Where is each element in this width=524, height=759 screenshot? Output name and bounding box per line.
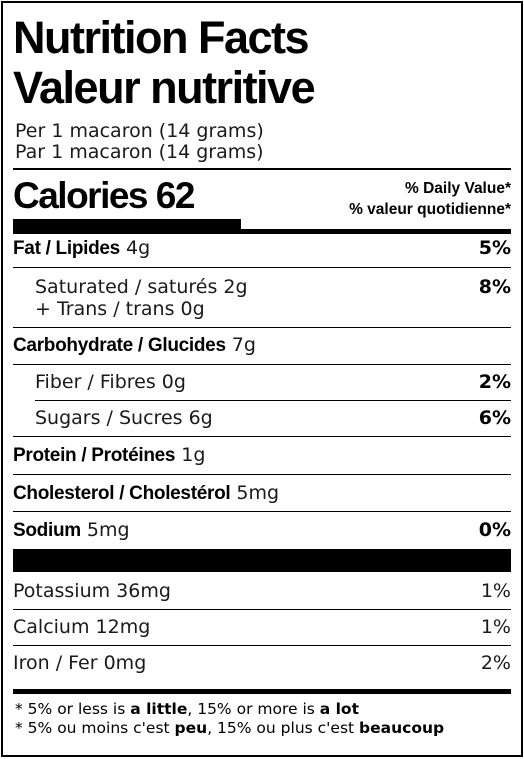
cholesterol-amount: 5mg: [236, 482, 280, 504]
row-sugars: Sugars / Sucres 6g 6%: [35, 406, 511, 430]
fiber-daily-value: 2%: [478, 371, 511, 393]
carbohydrate-label: Carbohydrate / Glucides: [13, 335, 226, 356]
footnote-english: * 5% or less is a little, 15% or more is…: [15, 700, 359, 719]
saturated-label: Saturated / saturés: [35, 276, 218, 298]
divider-footnote: [13, 689, 511, 694]
row-trans: + Trans / trans 0g: [35, 297, 511, 321]
iron-amount: 0mg: [103, 652, 147, 674]
row-carbohydrate: Carbohydrate / Glucides 7g: [13, 333, 511, 358]
calcium-daily-value: 1%: [480, 616, 511, 638]
divider-carbohydrate: [13, 364, 511, 365]
sugars-amount: 6g: [188, 407, 213, 429]
row-iron: Iron / Fer 0mg 2%: [13, 651, 511, 675]
divider-cholesterol: [13, 511, 511, 512]
row-protein: Protein / Protéines 1g: [13, 443, 511, 468]
calories-value: 62: [155, 175, 196, 216]
divider-protein: [13, 474, 511, 475]
row-sodium: Sodium 5mg 0%: [13, 518, 511, 543]
iron-daily-value: 2%: [480, 652, 511, 674]
divider-calcium: [13, 645, 511, 646]
footnote-fr-part2: , 15% ou plus c'est: [207, 719, 360, 737]
sodium-label: Sodium: [13, 520, 81, 541]
trans-amount: 0g: [180, 298, 205, 320]
fat-amount: 4g: [126, 237, 151, 259]
title-french: Valeur nutritive: [13, 62, 316, 113]
footnote-fr-beaucoup: beaucoup: [359, 719, 445, 737]
divider-potassium: [13, 609, 511, 610]
divider-fiber: [35, 400, 511, 401]
row-calcium: Calcium 12mg 1%: [13, 615, 511, 639]
potassium-amount: 36mg: [116, 580, 171, 602]
sugars-label: Sugars / Sucres: [35, 407, 183, 429]
iron-label: Iron / Fer: [13, 652, 98, 674]
thick-divider-bar: [13, 549, 511, 572]
divider-fat: [13, 267, 511, 268]
saturated-amount: 2g: [223, 276, 248, 298]
calories-underline-bar: [13, 219, 241, 229]
daily-value-header-english: % Daily Value*: [405, 180, 511, 197]
trans-label: + Trans / trans: [35, 298, 175, 320]
calcium-label: Calcium: [13, 616, 90, 638]
serving-size-english: Per 1 macaron (14 grams): [15, 120, 264, 142]
potassium-daily-value: 1%: [480, 580, 511, 602]
sugars-daily-value: 6%: [478, 407, 511, 429]
row-saturated: Saturated / saturés 2g 8%: [35, 275, 511, 299]
daily-value-header-french: % valeur quotidienne*: [349, 201, 511, 218]
fiber-amount: 0g: [161, 371, 186, 393]
protein-amount: 1g: [181, 444, 206, 466]
saturated-daily-value: 8%: [478, 276, 511, 298]
footnote-fr-peu: peu: [174, 719, 208, 737]
divider-sugars: [13, 436, 511, 437]
footnote-en-part: * 5% or less is: [15, 700, 131, 718]
footnote-french: * 5% ou moins c'est peu, 15% ou plus c'e…: [15, 719, 444, 738]
sodium-amount: 5mg: [86, 519, 130, 541]
fat-label: Fat / Lipides: [13, 238, 120, 259]
divider-saturated: [13, 327, 511, 328]
row-cholesterol: Cholesterol / Cholestérol 5mg: [13, 481, 511, 506]
footnote-fr-part: * 5% ou moins c'est: [15, 719, 175, 737]
calories-label: Calories: [13, 175, 149, 216]
divider-serving: [13, 168, 511, 170]
fiber-label: Fiber / Fibres: [35, 371, 156, 393]
title-english: Nutrition Facts: [13, 12, 310, 63]
potassium-label: Potassium: [13, 580, 111, 602]
calcium-amount: 12mg: [95, 616, 151, 638]
divider-calories: [13, 229, 511, 234]
footnote-en-lot: a lot: [319, 700, 359, 718]
sodium-daily-value: 0%: [478, 519, 511, 541]
cholesterol-label: Cholesterol / Cholestérol: [13, 483, 231, 504]
row-potassium: Potassium 36mg 1%: [13, 579, 511, 603]
serving-size-french: Par 1 macaron (14 grams): [15, 141, 264, 163]
protein-label: Protein / Protéines: [13, 445, 176, 466]
footnote-en-little: a little: [130, 700, 188, 718]
fat-daily-value: 5%: [478, 237, 511, 259]
row-fat: Fat / Lipides 4g 5%: [13, 236, 511, 261]
footnote-en-part2: , 15% or more is: [187, 700, 320, 718]
row-fiber: Fiber / Fibres 0g 2%: [35, 370, 511, 394]
carbohydrate-amount: 7g: [231, 334, 256, 356]
calories-heading: Calories 62: [13, 174, 196, 218]
